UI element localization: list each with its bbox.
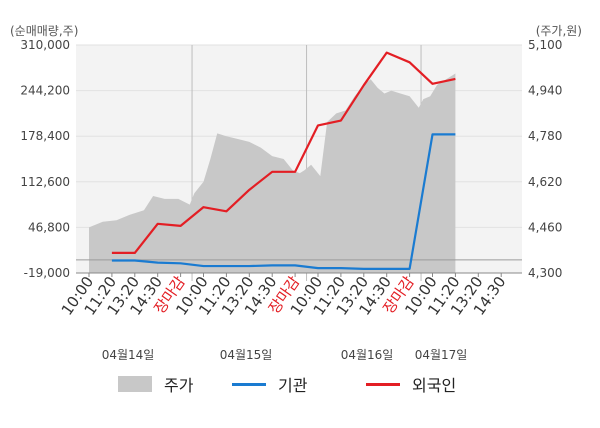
institution-line [111,133,456,270]
y-right-tick-label: 4,780 [528,129,562,143]
legend-label-institution: 기관 [278,376,308,395]
legend-swatch-price [118,376,152,392]
date-label: 04월14일 [102,348,155,360]
y-left-tick-label: 310,000 [20,38,70,52]
y-right-tick-label: 5,100 [528,38,562,52]
date-label: 04월15일 [220,348,273,360]
legend-item-foreign: 외국인 [366,372,456,396]
y-left-tick-label: 178,400 [20,129,70,143]
date-label: 04월17일 [415,348,468,360]
foreign-line [111,51,456,255]
left-axis-unit: (순매매량,주) [10,24,79,38]
y-left-tick-label: 112,600 [20,175,70,189]
y-left-tick-label: -19,000 [24,266,70,280]
y-left-tick-label: 244,200 [20,84,70,98]
price-area [89,73,456,273]
y-right-tick-label: 4,460 [528,220,562,234]
y-right-tick-label: 4,940 [528,84,562,98]
legend-swatch-institution [232,382,266,386]
y-right-tick-label: 4,300 [528,266,562,280]
legend-label-foreign: 외국인 [412,376,457,395]
legend-item-institution: 기관 [232,372,307,396]
date-label: 04월16일 [341,348,394,360]
legend-swatch-foreign [366,382,400,386]
y-right-tick-label: 4,620 [528,175,562,189]
y-left-tick-label: 46,800 [28,220,70,234]
legend-item-price: 주가 [118,372,193,396]
stock-flow-chart: 310,000 244,200 178,400 112,600 46,800 -19,00… [20,38,562,360]
right-axis-unit: (주가,원) [535,24,582,38]
legend: 주가 기관 외국인 [0,372,600,398]
legend-label-price: 주가 [164,376,194,395]
